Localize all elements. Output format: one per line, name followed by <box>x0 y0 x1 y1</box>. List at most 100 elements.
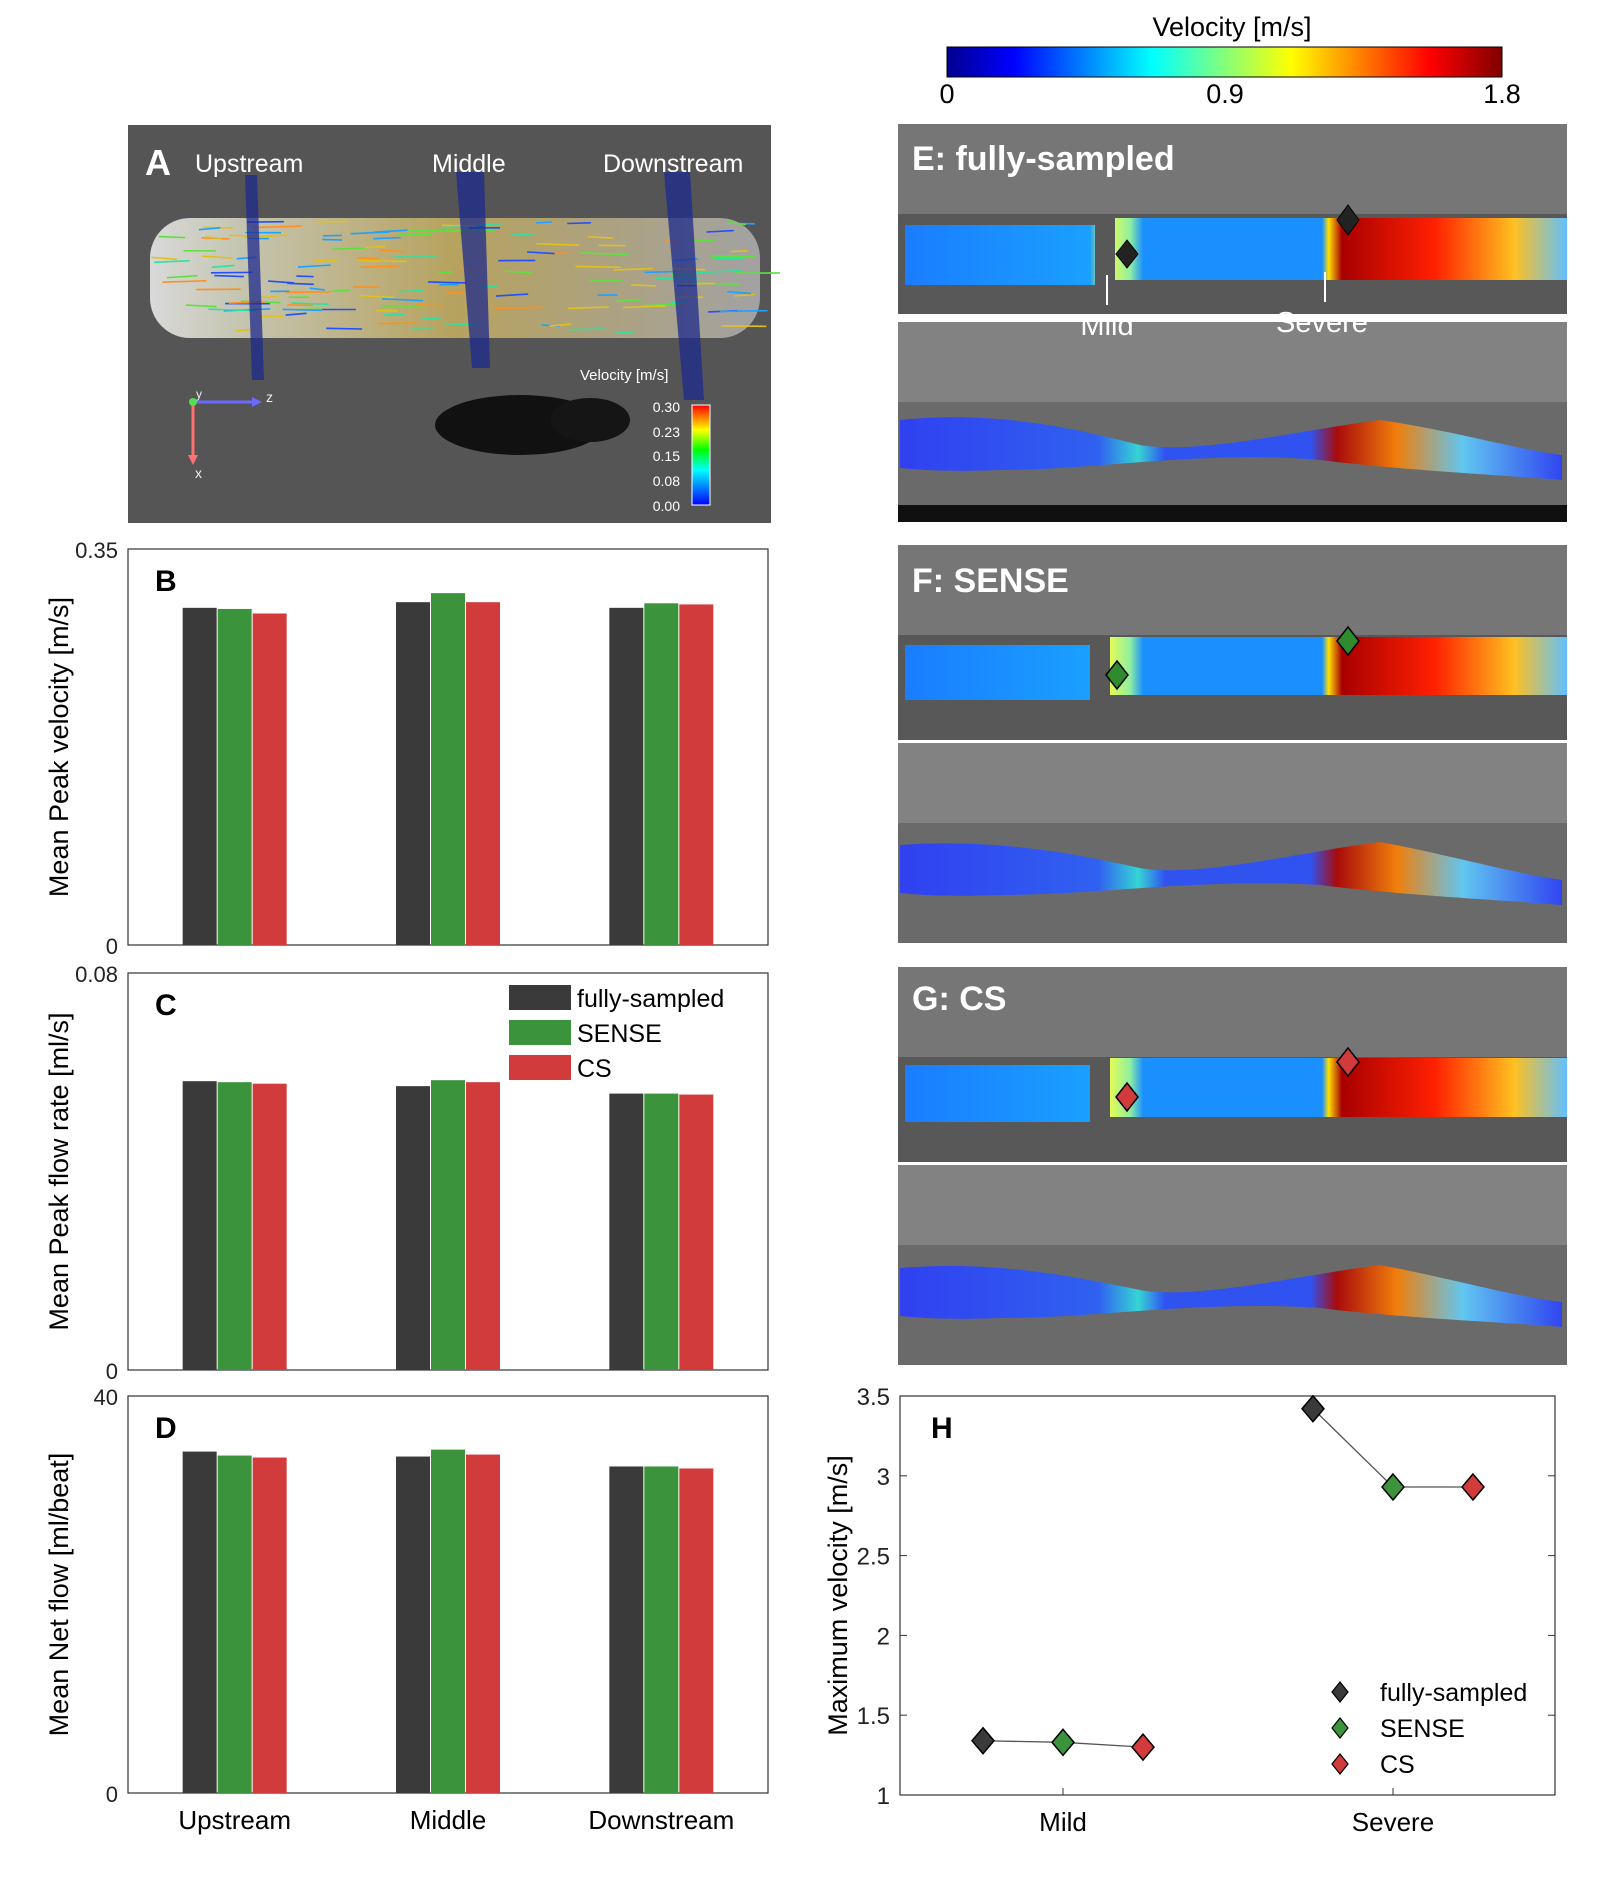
velocity-vector <box>493 306 543 310</box>
velocity-vector <box>214 274 244 278</box>
chart-d: 0 40 Mean Net flow [ml/beat] D Upstream Middl… <box>44 1385 769 1835</box>
svg-text:y: y <box>196 387 202 401</box>
bar-middle-SENSE <box>431 1449 465 1793</box>
velocity-vector <box>202 255 233 259</box>
ytick-label: 40 <box>94 1385 118 1410</box>
bar-upstream-fully-sampled <box>182 607 217 945</box>
velocity-vector <box>630 284 657 287</box>
velocity-vector <box>208 308 256 312</box>
panel-g-image: G: CS <box>898 967 1567 1365</box>
ytick-label: 0 <box>106 1782 118 1807</box>
ytick-label: 0.08 <box>75 962 118 987</box>
bar-downstream-CS <box>679 604 714 945</box>
svg-text:Velocity [m/s]: Velocity [m/s] <box>580 367 668 384</box>
velocity-vector <box>297 264 331 268</box>
bar-middle-fully-sampled <box>396 1086 430 1370</box>
y-axis-label: Mean Net flow [ml/beat] <box>44 1453 74 1737</box>
velocity-vector <box>727 221 747 226</box>
panel-f-marker-mild <box>1105 659 1129 691</box>
velocity-vector <box>428 281 467 284</box>
velocity-vector <box>588 235 613 239</box>
velocity-vector <box>285 312 307 316</box>
panel-e-title: E: fully-sampled <box>912 140 1175 178</box>
legend-swatch-CS <box>509 1055 571 1080</box>
velocity-vector <box>350 231 390 235</box>
xtick-label-upstream: Upstream <box>178 1805 291 1835</box>
colorbar: Velocity [m/s] 0 0.9 1.8 <box>939 12 1520 109</box>
velocity-vector <box>568 328 605 331</box>
bar-downstream-SENSE <box>644 1093 679 1370</box>
velocity-vector <box>399 289 424 293</box>
xtick-label-downstream: Downstream <box>588 1805 734 1835</box>
svg-text:0.23: 0.23 <box>653 424 680 440</box>
panel-e-label-severe: Severe <box>1276 307 1368 339</box>
ytick-label: 2 <box>877 1623 890 1650</box>
velocity-vector <box>360 265 399 269</box>
panel-f-image: F: SENSE <box>898 545 1567 943</box>
ytick-label: 1 <box>877 1783 890 1810</box>
velocity-vector <box>309 287 326 291</box>
marker-severe-CS <box>1461 1472 1485 1502</box>
velocity-vector <box>382 298 424 302</box>
panel-letter: B <box>155 565 177 598</box>
velocity-vector <box>332 289 351 292</box>
bar-upstream-SENSE <box>217 1455 252 1793</box>
plane-middle <box>456 172 490 368</box>
bar-upstream-fully-sampled <box>182 1451 217 1793</box>
legend-label-SENSE: SENSE <box>1380 1715 1465 1743</box>
bar-downstream-fully-sampled <box>609 1093 644 1370</box>
legend-label-fully-sampled: fully-sampled <box>1380 1679 1527 1707</box>
velocity-vector <box>730 249 748 253</box>
marker-severe-fully-sampled <box>1301 1394 1325 1423</box>
panel-e-image: E: fully-sampled Mild Severe <box>898 124 1567 522</box>
velocity-vector <box>268 280 295 284</box>
velocity-vector <box>409 229 459 232</box>
velocity-vector <box>437 270 453 275</box>
velocity-vector <box>695 269 741 274</box>
velocity-vector <box>282 308 322 312</box>
bar-upstream-CS <box>252 1457 287 1793</box>
ytick-label: 3 <box>877 1464 890 1491</box>
velocity-vector <box>642 303 682 307</box>
velocity-vector <box>549 323 571 327</box>
colorbar-gradient <box>946 46 1503 78</box>
svg-text:0.08: 0.08 <box>653 473 680 489</box>
panel-a-axes: y z x <box>188 387 273 481</box>
plane-downstream <box>664 172 704 400</box>
ytick-label: 2.5 <box>857 1544 890 1571</box>
velocity-vector <box>710 255 756 258</box>
marker-mild-CS <box>1131 1732 1155 1762</box>
chart-h: 1 1.5 2 2.5 3 3.5 Maximum velocity [m/s] H Mild S… <box>823 1384 1556 1837</box>
velocity-vector <box>322 238 343 241</box>
velocity-vector <box>495 293 529 297</box>
bar-upstream-CS <box>252 1083 287 1370</box>
bar-downstream-SENSE <box>644 1466 679 1793</box>
velocity-vector <box>378 249 405 253</box>
velocity-vector <box>510 232 535 237</box>
velocity-vector <box>296 275 314 278</box>
velocity-vector <box>205 236 221 240</box>
xtick-label-middle: Middle <box>410 1805 487 1835</box>
panel-a-inset-colorbar: Velocity [m/s] 0.30 0.23 0.15 0.08 0.00 <box>580 367 711 514</box>
velocity-vector <box>162 279 207 283</box>
bar-middle-fully-sampled <box>396 602 430 945</box>
velocity-vector <box>416 303 444 307</box>
velocity-vector <box>185 304 217 308</box>
ytick-label: 3.5 <box>857 1384 890 1411</box>
bar-downstream-fully-sampled <box>609 607 644 945</box>
panel-letter: H <box>931 1412 953 1445</box>
velocity-vector <box>332 247 366 250</box>
velocity-vector <box>568 306 609 310</box>
xtick-label-severe: Severe <box>1352 1807 1434 1837</box>
velocity-vector <box>151 256 178 261</box>
panel-letter: C <box>155 989 177 1022</box>
panel-e-marker-mild <box>1115 239 1139 269</box>
ytick-label: 0.35 <box>75 538 118 563</box>
legend-marker-fully-sampled <box>1331 1681 1349 1703</box>
colorbar-tick-0: 0 <box>939 79 954 109</box>
bar-downstream-fully-sampled <box>609 1466 644 1793</box>
velocity-vector <box>198 226 221 231</box>
panel-a-label-middle: Middle <box>432 150 506 178</box>
